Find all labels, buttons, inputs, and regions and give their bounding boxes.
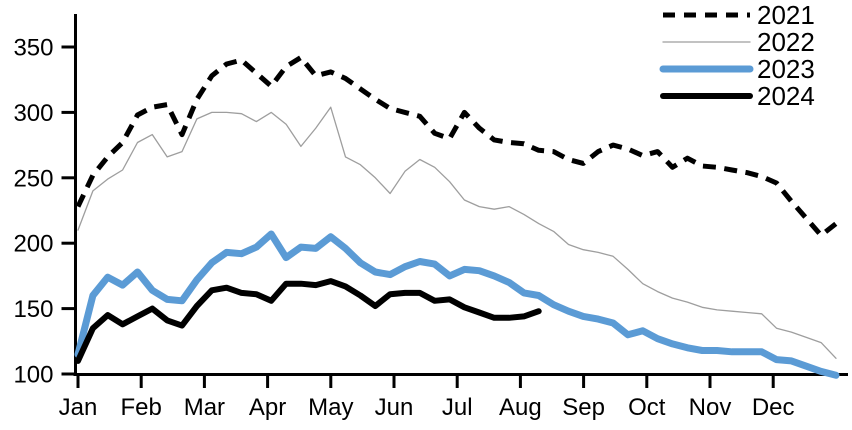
y-tick-label: 150 (13, 296, 53, 323)
x-tick-label: Apr (249, 394, 286, 421)
x-tick-label: Oct (628, 394, 666, 421)
series-line-2022 (77, 106, 837, 359)
y-tick-label: 300 (13, 100, 53, 127)
y-tick-label: 350 (13, 35, 53, 62)
x-tick-label: Sep (562, 394, 605, 421)
x-tick-label: Jul (442, 394, 473, 421)
x-tick-label: Feb (121, 394, 162, 421)
y-tick-label: 250 (13, 165, 53, 192)
y-tick-label: 200 (13, 231, 53, 258)
x-tick-label: Jan (59, 394, 98, 421)
legend-label-2023: 2023 (757, 54, 815, 84)
x-tick-label: Mar (184, 394, 225, 421)
series-line-2024 (75, 278, 542, 364)
legend-label-2021: 2021 (757, 0, 815, 30)
x-tick-label: May (308, 394, 353, 421)
x-tick-label: Aug (499, 394, 542, 421)
series-line-2023 (74, 230, 840, 379)
series-line-2021 (75, 55, 838, 238)
legend-label-2024: 2024 (757, 81, 815, 111)
x-tick-label: Jun (375, 394, 414, 421)
y-tick-label: 100 (13, 362, 53, 389)
x-tick-label: Nov (689, 394, 732, 421)
x-tick-label: Dec (752, 394, 795, 421)
legend-label-2022: 2022 (757, 27, 815, 57)
